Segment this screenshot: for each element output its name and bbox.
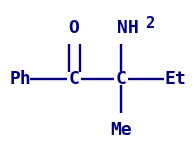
Text: Et: Et — [165, 70, 187, 87]
Text: Ph: Ph — [10, 70, 32, 87]
Text: O: O — [69, 19, 80, 37]
Text: C: C — [115, 70, 126, 87]
Text: C: C — [69, 70, 80, 87]
Text: NH: NH — [117, 19, 139, 37]
Text: Me: Me — [110, 121, 132, 139]
Text: 2: 2 — [145, 16, 154, 31]
